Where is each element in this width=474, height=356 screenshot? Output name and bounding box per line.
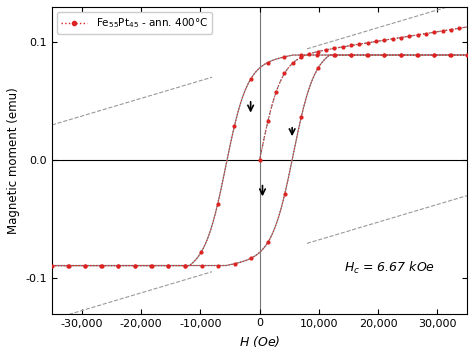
Y-axis label: Magnetic moment (emu): Magnetic moment (emu) — [7, 87, 20, 234]
X-axis label: $H$ (Oe): $H$ (Oe) — [239, 334, 280, 349]
Text: $H_c$ = 6.67 kOe: $H_c$ = 6.67 kOe — [345, 260, 436, 277]
Legend: $\mathrm{Fe}_{55}\mathrm{Pt}_{45}$ - ann. 400°C: $\mathrm{Fe}_{55}\mathrm{Pt}_{45}$ - ann… — [57, 12, 212, 34]
